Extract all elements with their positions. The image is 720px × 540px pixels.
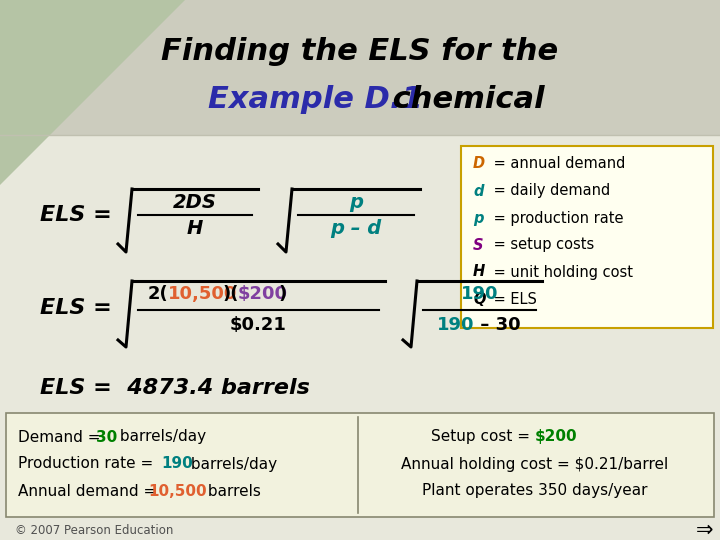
Text: p: p [349,193,363,213]
Text: = setup costs: = setup costs [489,238,594,253]
Text: – 30: – 30 [474,316,521,334]
Text: Plant operates 350 days/year: Plant operates 350 days/year [422,483,648,498]
Text: d: d [473,184,484,199]
Text: Q: Q [473,292,485,307]
Text: = production rate: = production rate [489,211,624,226]
Text: 190: 190 [161,456,193,471]
Text: 10,500: 10,500 [168,285,238,303]
Text: 30: 30 [96,429,117,444]
Text: = daily demand: = daily demand [489,184,611,199]
Text: H: H [473,265,485,280]
Text: Finding the ELS for the: Finding the ELS for the [161,37,559,66]
Text: H: H [186,219,203,239]
Text: 2(: 2( [148,285,168,303]
Text: Annual demand =: Annual demand = [18,483,161,498]
Text: $0.21: $0.21 [230,316,287,334]
Text: barrels: barrels [203,483,261,498]
Text: 2DS: 2DS [173,193,217,213]
Text: barrels/day: barrels/day [115,429,206,444]
Text: ⇒: ⇒ [696,520,714,540]
Text: p – d: p – d [330,219,382,239]
Bar [0,0,720,135]
Text: )(: )( [222,285,238,303]
Text: © 2007 Pearson Education: © 2007 Pearson Education [15,523,174,537]
Text: $200: $200 [238,285,288,303]
Text: $200: $200 [535,429,577,444]
FancyBboxPatch shape [461,146,713,328]
Text: p: p [473,211,484,226]
Text: 10,500: 10,500 [148,483,207,498]
FancyBboxPatch shape [6,413,714,517]
Text: = ELS: = ELS [489,292,537,307]
Text: ): ) [278,285,287,303]
Text: chemical: chemical [382,85,544,114]
Text: barrels/day: barrels/day [186,456,277,471]
Text: ELS =  4873.4 barrels: ELS = 4873.4 barrels [40,378,310,398]
Text: Production rate =: Production rate = [18,456,158,471]
Text: Example D.1 chemical: Example D.1 chemical [171,85,549,114]
Text: = annual demand: = annual demand [489,157,626,172]
Text: Setup cost =: Setup cost = [431,429,535,444]
Text: Example D.1: Example D.1 [208,85,423,114]
Text: D: D [473,157,485,172]
Polygon shape [0,0,185,185]
Text: S: S [473,238,484,253]
Text: 190: 190 [437,316,474,334]
Text: Annual holding cost = $0.21/barrel: Annual holding cost = $0.21/barrel [401,456,669,471]
Bar [0,135,720,540]
Text: 190: 190 [461,285,498,303]
Text: Demand =: Demand = [18,429,105,444]
Text: ELS =: ELS = [40,298,112,318]
Text: ELS =: ELS = [40,205,112,225]
Text: = unit holding cost: = unit holding cost [489,265,633,280]
